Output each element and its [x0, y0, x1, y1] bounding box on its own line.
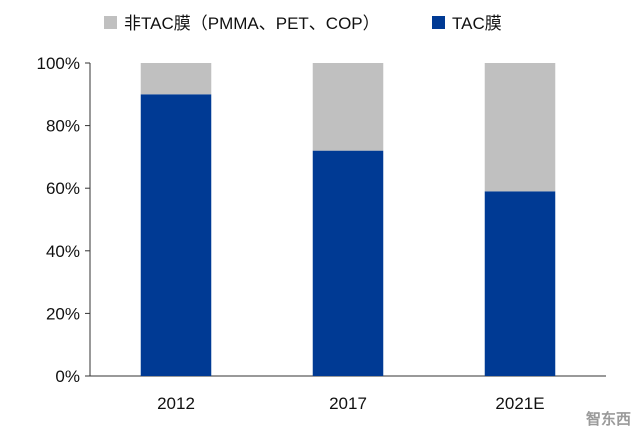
legend-label-non-tac: 非TAC膜（PMMA、PET、COP）	[124, 14, 380, 33]
legend-swatch-non-tac	[104, 16, 117, 29]
bar-segment-tac	[140, 94, 212, 377]
bar-segment-non-tac	[484, 63, 556, 192]
y-tick-label: 20%	[46, 304, 80, 323]
legend-label-tac: TAC膜	[452, 14, 502, 33]
bar-segment-tac	[484, 191, 556, 376]
bar-segment-non-tac	[140, 63, 212, 95]
y-tick-label: 80%	[46, 117, 80, 136]
y-tick-label: 40%	[46, 242, 80, 261]
plot-area: 0% 20% 40% 60% 80% 100% 2012 2017 2021E	[37, 54, 606, 413]
y-tick-label: 0%	[55, 367, 80, 386]
bar-segment-non-tac	[312, 63, 384, 151]
y-tick-label: 60%	[46, 179, 80, 198]
x-tick-label: 2017	[329, 394, 367, 413]
x-tick-label: 2012	[157, 394, 195, 413]
legend-swatch-tac	[432, 16, 445, 29]
watermark-logo: 智东西	[586, 410, 631, 428]
x-tick-label: 2021E	[495, 394, 544, 413]
y-tick-label: 100%	[37, 54, 80, 73]
legend: 非TAC膜（PMMA、PET、COP） TAC膜	[104, 14, 502, 33]
bar-segment-tac	[312, 150, 384, 376]
